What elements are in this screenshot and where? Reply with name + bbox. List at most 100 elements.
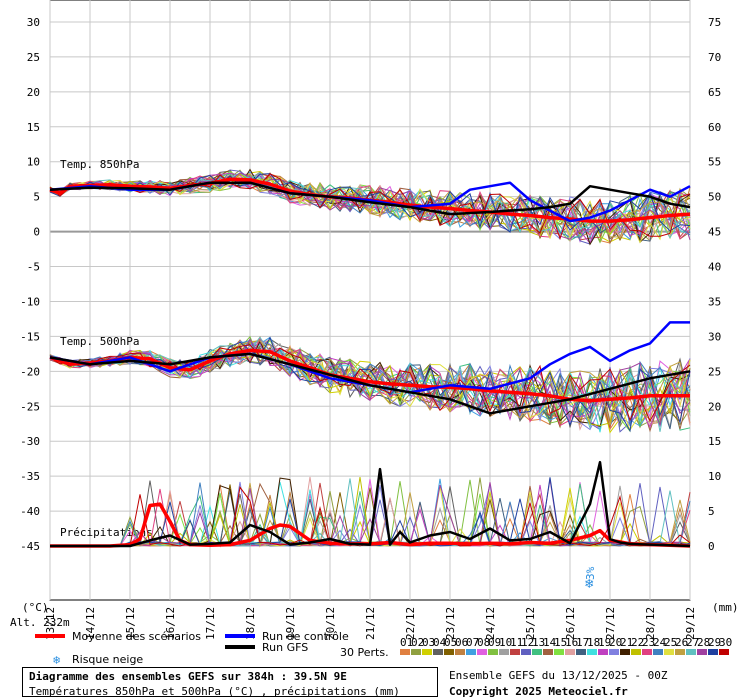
date-tick-label: 19/12: [284, 607, 297, 640]
pert-swatch: [708, 649, 718, 655]
pert-swatch: [686, 649, 696, 655]
pert-number: 08: [477, 636, 490, 649]
date-tick-label: 14/12: [84, 607, 97, 640]
pert-number: 18: [587, 636, 600, 649]
right-tick-label: 60: [708, 121, 721, 134]
date-tick-label: 18/12: [244, 607, 257, 640]
date-tick-label: 27/12: [604, 607, 617, 640]
date-tick-label: 25/12: [524, 607, 537, 640]
pert-swatch: [444, 649, 454, 655]
pert-swatch: [587, 649, 597, 655]
pert-number: 04: [433, 636, 447, 649]
pert-swatch: [521, 649, 531, 655]
left-tick-label: -45: [20, 540, 40, 553]
right-tick-label: 55: [708, 156, 721, 169]
pert-swatch: [631, 649, 641, 655]
pert-number: 25: [664, 636, 677, 649]
pert-number: 15: [554, 636, 567, 649]
right-tick-label: 15: [708, 435, 721, 448]
left-tick-label: -10: [20, 295, 40, 308]
legend-control-label: Run de contrôle: [262, 630, 349, 643]
mean-line: [49, 348, 690, 403]
date-tick-label: 23/12: [444, 607, 457, 640]
pert-swatch: [532, 649, 542, 655]
date-tick-label: 29/12: [684, 607, 697, 640]
date-tick-label: 17/12: [204, 607, 217, 640]
pert-number: 29: [708, 636, 721, 649]
pert-number: 19: [598, 636, 611, 649]
pert-number: 17: [576, 636, 589, 649]
right-tick-label: 75: [708, 16, 721, 29]
temp500-label: Temp. 500hPa: [60, 335, 139, 348]
pert-swatch: [488, 649, 498, 655]
left-tick-label: -25: [20, 400, 40, 413]
legend-snow-icon: ❄: [53, 653, 60, 667]
left-tick-label: -35: [20, 470, 40, 483]
left-tick-label: 0: [33, 226, 40, 239]
pert-number: 24: [653, 636, 667, 649]
date-tick-label: 15/12: [124, 607, 137, 640]
legend-gfs-label: Run GFS: [262, 641, 308, 654]
left-tick-label: 20: [27, 86, 40, 99]
left-axis-unit: (°C): [22, 601, 49, 614]
gfs-line: [50, 460, 691, 548]
right-tick-label: 10: [708, 470, 721, 483]
pert-number: 30: [719, 636, 732, 649]
snow-pct-label: 3%: [584, 566, 597, 580]
legend-snow-label: Risque neige: [72, 653, 143, 666]
pert-swatch: [675, 649, 685, 655]
date-tick-label: 28/12: [644, 607, 657, 640]
gfs-line: [49, 352, 691, 415]
right-tick-label: 45: [708, 226, 721, 239]
pert-swatch: [609, 649, 619, 655]
date-tick-label: 21/12: [364, 607, 377, 640]
left-tick-label: 10: [27, 156, 40, 169]
pert-number: 02: [411, 636, 424, 649]
diagram-title: Diagramme des ensembles GEFS sur 384h : …: [29, 670, 347, 683]
left-tick-label: 25: [27, 51, 40, 64]
legend-perts-label: 30 Perts.: [340, 646, 389, 659]
pert-number: 03: [422, 636, 435, 649]
gfs-line: [49, 181, 691, 216]
date-tick-label: 20/12: [324, 607, 337, 640]
ensemble-run-label: Ensemble GEFS du 13/12/2025 - 00Z: [449, 669, 668, 682]
pert-number: 14: [543, 636, 557, 649]
pert-swatch: [642, 649, 652, 655]
pert-number: 21: [620, 636, 633, 649]
pert-swatch: [477, 649, 487, 655]
control-line: [49, 321, 690, 394]
right-tick-label: 50: [708, 191, 721, 204]
pert-swatch: [576, 649, 586, 655]
pert-number: 22: [631, 636, 644, 649]
pert-number: 05: [444, 636, 457, 649]
temp850-label: Temp. 850hPa: [60, 158, 139, 171]
mean-line: [50, 502, 691, 548]
right-tick-label: 30: [708, 330, 721, 343]
legend-mean-label: Moyenne des scénarios: [72, 630, 201, 643]
pert-number: 13: [532, 636, 545, 649]
pert-swatch: [719, 649, 729, 655]
right-tick-label: 25: [708, 365, 721, 378]
left-tick-label: 15: [27, 121, 40, 134]
right-axis-unit: (mm): [712, 601, 739, 614]
diagram-subtitle: Températures 850hPa et 500hPa (°C) , pré…: [29, 685, 400, 698]
left-tick-label: 5: [33, 191, 40, 204]
pert-swatch: [664, 649, 674, 655]
pert-number: 27: [686, 636, 699, 649]
pert-number: 12: [521, 636, 534, 649]
member-line: [49, 336, 691, 432]
pert-number: 01: [400, 636, 413, 649]
pert-swatch: [620, 649, 630, 655]
date-tick-label: 24/12: [484, 607, 497, 640]
pert-number: 10: [499, 636, 512, 649]
pert-swatch: [400, 649, 410, 655]
pert-swatch: [499, 649, 509, 655]
date-tick-label: 16/12: [164, 607, 177, 640]
copyright: Copyright 2025 Meteociel.fr: [449, 685, 628, 698]
altitude-label: Alt. 232m: [10, 616, 70, 629]
pert-swatch: [422, 649, 432, 655]
pert-swatch: [543, 649, 553, 655]
date-tick-label: 26/12: [564, 607, 577, 640]
